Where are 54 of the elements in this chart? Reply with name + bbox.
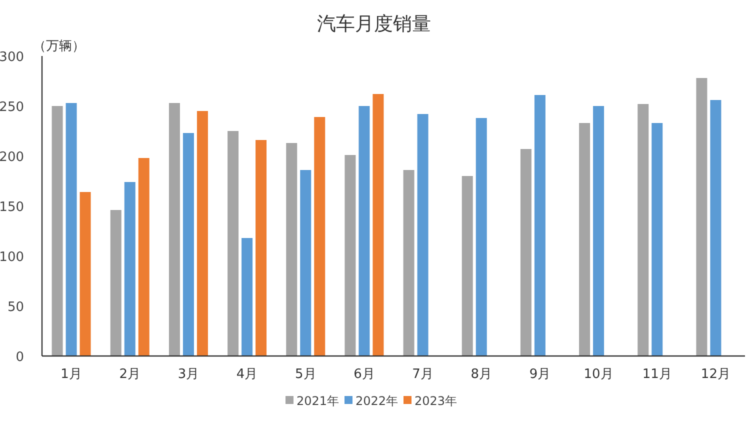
bar [66, 103, 77, 356]
bar [710, 100, 722, 356]
bar [300, 170, 312, 356]
legend-label: 2021年 [296, 394, 340, 408]
bar [110, 210, 122, 356]
x-tick-label: 3月 [178, 367, 200, 382]
bar [124, 182, 136, 356]
x-tick-label: 9月 [529, 367, 551, 382]
legend-label: 2022年 [356, 394, 398, 408]
bar [314, 117, 326, 356]
bar [476, 118, 487, 356]
bar [168, 103, 180, 356]
x-tick-label: 11月 [642, 367, 672, 382]
y-tick-label: 250 [0, 100, 24, 115]
y-tick-label: 0 [16, 350, 24, 365]
x-tick-label: 4月 [236, 367, 258, 382]
bar [534, 95, 546, 356]
bar [358, 106, 370, 356]
bar [520, 149, 532, 356]
bar [696, 78, 708, 356]
bar [593, 106, 604, 356]
x-tick-label: 5月 [294, 367, 316, 382]
bar [372, 94, 384, 356]
y-axis-title: （万辆） [33, 39, 85, 54]
bar [242, 238, 253, 356]
bar [52, 106, 63, 356]
x-tick-label: 2月 [119, 367, 141, 382]
bar [256, 140, 267, 356]
x-tick-label: 6月 [354, 367, 375, 382]
chart-title: 汽车月度销量 [317, 13, 431, 35]
x-tick-label: 8月 [470, 367, 492, 382]
bar [652, 123, 663, 356]
bar [344, 155, 356, 356]
bar [403, 170, 414, 356]
y-tick-label: 300 [0, 50, 24, 65]
legend-label: 2023年 [414, 394, 458, 408]
bar [579, 123, 590, 356]
y-tick-label: 150 [0, 200, 24, 215]
y-tick-label: 100 [0, 250, 24, 265]
bar [286, 143, 298, 356]
bar [80, 192, 91, 356]
x-tick-label: 7月 [412, 367, 434, 382]
y-tick-label: 200 [0, 150, 24, 165]
bar [417, 114, 428, 356]
bar [138, 158, 150, 356]
bar [638, 104, 649, 356]
x-tick-label: 10月 [584, 367, 614, 382]
x-tick-label: 12月 [700, 367, 730, 382]
bar [182, 133, 194, 356]
y-tick-label: 50 [7, 300, 24, 315]
bar [196, 111, 208, 356]
x-tick-label: 1月 [60, 367, 82, 382]
bar [462, 176, 473, 356]
bar [228, 131, 239, 356]
